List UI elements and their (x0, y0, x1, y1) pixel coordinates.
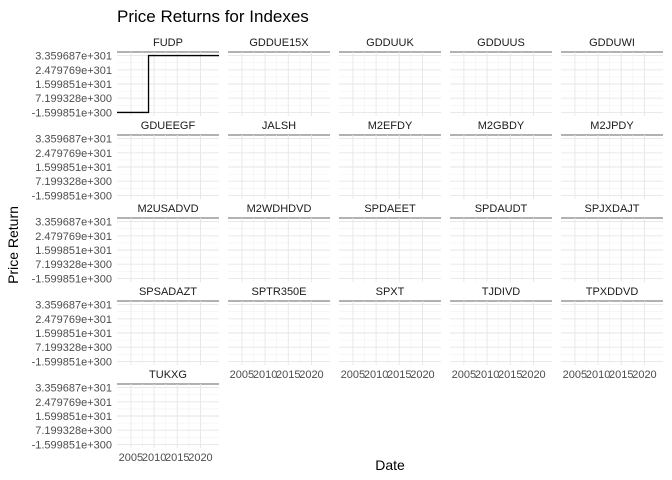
y-tick-label: 3.359687e+301 (35, 383, 112, 395)
facet-label: FUDP (153, 37, 183, 49)
x-tick-label: 2005 (119, 452, 143, 464)
chart-title: Price Returns for Indexes (117, 7, 309, 26)
y-tick-label: 2.479769e+301 (35, 65, 112, 77)
y-tick-label: -1.599851e+300 (32, 356, 112, 368)
x-tick-label: 2010 (253, 369, 277, 381)
facet-panel: GDDUUS (450, 37, 552, 116)
y-tick-label: 1.599851e+301 (35, 411, 112, 423)
facet-panel: GDDUE15X (228, 37, 330, 116)
facet-label: GDDUE15X (249, 37, 309, 49)
facet-label: JALSH (262, 120, 296, 132)
y-tick-label: -1.599851e+300 (32, 439, 112, 451)
y-tick-label: 7.199328e+300 (35, 259, 112, 271)
y-tick-label: 3.359687e+301 (35, 300, 112, 312)
facet-panels: FUDP 3.359687e+301 2.479769e+301 1.599851e+… (32, 37, 663, 464)
facet-panel: GDUEEGF 3.359687e+301 2.479769e+301 1.59985… (32, 120, 219, 202)
x-tick-label: 2020 (410, 369, 434, 381)
x-tick-label: 2020 (632, 369, 656, 381)
y-tick-label: 2.479769e+301 (35, 314, 112, 326)
facet-panel: SPSADAZT 3.359687e+301 2.479769e+301 1.5998… (32, 286, 219, 368)
x-tick-label: 2020 (299, 369, 323, 381)
facet-label: M2GBDY (478, 120, 525, 132)
facet-label: M2USADVD (137, 203, 198, 215)
facet-label: SPDAUDT (475, 203, 528, 215)
x-tick-label: 2020 (521, 369, 545, 381)
facet-label: M2WDHDVD (247, 203, 312, 215)
y-tick-label: 1.599851e+301 (35, 328, 112, 340)
x-tick-label: 2015 (609, 369, 633, 381)
x-tick-label: 2005 (563, 369, 587, 381)
y-tick-label: 3.359687e+301 (35, 51, 112, 63)
x-tick-label: 2015 (276, 369, 300, 381)
y-axis-title: Price Return (5, 206, 21, 284)
facet-label: GDDUUS (477, 37, 525, 49)
facet-label: SPDAEET (364, 203, 416, 215)
y-tick-label: -1.599851e+300 (32, 107, 112, 119)
facet-label: GDDUWI (589, 37, 635, 49)
y-tick-label: 1.599851e+301 (35, 162, 112, 174)
facet-label: TPXDDVD (586, 286, 639, 298)
x-tick-label: 2010 (586, 369, 610, 381)
x-tick-label: 2015 (387, 369, 411, 381)
x-tick-label: 2010 (142, 452, 166, 464)
facet-panel: M2WDHDVD (228, 203, 330, 282)
facet-panel: M2GBDY (450, 120, 552, 199)
facet-label: TUKXG (149, 369, 187, 381)
y-tick-label: 1.599851e+301 (35, 79, 112, 91)
facet-label: TJDIVD (482, 286, 521, 298)
facet-panel: M2USADVD 3.359687e+301 2.479769e+301 1.5998… (32, 203, 219, 285)
y-tick-label: 2.479769e+301 (35, 397, 112, 409)
x-tick-label: 2010 (475, 369, 499, 381)
facet-panel: TUKXG 3.359687e+301 2.479769e+301 1.599851e… (32, 369, 219, 464)
facet-label: SPJXDAJT (584, 203, 639, 215)
y-tick-label: 2.479769e+301 (35, 148, 112, 160)
facet-label: SPSADAZT (139, 286, 197, 298)
facet-label: GDUEEGF (141, 120, 196, 132)
y-tick-label: 7.199328e+300 (35, 176, 112, 188)
x-tick-label: 2005 (452, 369, 476, 381)
facet-panel: SPJXDAJT (561, 203, 663, 282)
y-tick-label: 1.599851e+301 (35, 245, 112, 257)
facet-panel: GDDUUK (339, 37, 441, 116)
x-tick-label: 2015 (498, 369, 522, 381)
facet-panel: SPDAUDT (450, 203, 552, 282)
y-tick-label: 7.199328e+300 (35, 93, 112, 105)
facet-label: M2JPDY (590, 120, 634, 132)
y-tick-label: -1.599851e+300 (32, 273, 112, 285)
x-tick-label: 2020 (188, 452, 212, 464)
x-tick-label: 2010 (364, 369, 388, 381)
facet-label: GDDUUK (366, 37, 414, 49)
y-tick-label: 3.359687e+301 (35, 217, 112, 229)
facet-panel: M2EFDY (339, 120, 441, 199)
y-tick-label: 7.199328e+300 (35, 342, 112, 354)
y-tick-label: 2.479769e+301 (35, 231, 112, 243)
facet-panel: GDDUWI (561, 37, 663, 116)
x-tick-label: 2015 (165, 452, 189, 464)
facet-label: M2EFDY (368, 120, 413, 132)
y-tick-label: 3.359687e+301 (35, 134, 112, 146)
y-tick-label: 7.199328e+300 (35, 425, 112, 437)
facet-panel: SPDAEET (339, 203, 441, 282)
facet-label: SPTR350E (251, 286, 306, 298)
series-line (117, 54, 219, 114)
facet-panel: JALSH (228, 120, 330, 199)
facet-panel: FUDP 3.359687e+301 2.479769e+301 1.599851e+… (32, 37, 219, 119)
facet-label: SPXT (376, 286, 405, 298)
x-tick-label: 2005 (341, 369, 365, 381)
facet-panel: M2JPDY (561, 120, 663, 199)
x-axis-title: Date (375, 457, 405, 473)
x-tick-label: 2005 (230, 369, 254, 381)
y-tick-label: -1.599851e+300 (32, 190, 112, 202)
